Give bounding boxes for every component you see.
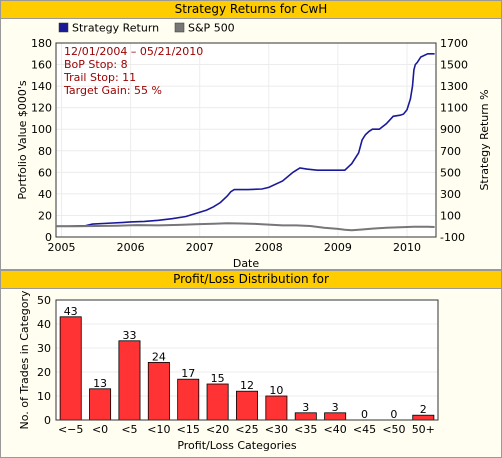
y2-tick-label: 900 xyxy=(440,123,461,136)
profit-loss-panel: Profit/Loss Distribution for 0 10 20 30 40 50… xyxy=(0,270,502,458)
series-line xyxy=(56,53,435,227)
x-tick-label: <10 xyxy=(147,423,170,436)
plot-area xyxy=(56,43,436,237)
profit-loss-chart: 0102030405043<−513<033<524<1017<1515<201… xyxy=(18,290,439,452)
x-tick-label: <40 xyxy=(324,423,347,436)
bar xyxy=(294,412,317,421)
x-tick-label: 2006 xyxy=(117,241,145,254)
x-tick-label: <15 xyxy=(177,423,200,436)
y-tick-label: 80 xyxy=(38,145,52,158)
y-tick-label: 50 xyxy=(37,294,51,307)
bar-value-label: 24 xyxy=(152,350,166,363)
chart-title: Profit/Loss Distribution for xyxy=(1,271,501,289)
legend-label: Strategy Return xyxy=(72,22,159,35)
bar xyxy=(89,388,112,421)
y-axis-label: No. of Trades in Category xyxy=(18,290,31,429)
y2-tick-label: 100 xyxy=(440,209,461,222)
bar-value-label: 13 xyxy=(93,377,107,390)
x-tick-label: 2009 xyxy=(324,241,352,254)
x-tick-label: 2008 xyxy=(255,241,283,254)
bar-value-label: 43 xyxy=(64,305,78,318)
series-line xyxy=(56,222,435,232)
x-tick-label: 2010 xyxy=(393,241,421,254)
bar xyxy=(324,412,347,421)
legend-swatch xyxy=(174,22,185,33)
x-axis-label: Profit/Loss Categories xyxy=(177,439,297,452)
y-tick-label: 30 xyxy=(37,342,51,355)
y-tick-label: 20 xyxy=(38,209,52,222)
x-tick-label: <25 xyxy=(235,423,258,436)
bar-value-label: 17 xyxy=(181,367,195,380)
bar xyxy=(147,362,170,421)
y-tick-label: 0 xyxy=(45,231,52,244)
y2-tick-label: -100 xyxy=(440,231,465,244)
plot-frame xyxy=(55,42,437,238)
y-tick-label: 40 xyxy=(38,188,52,201)
bar-value-label: 0 xyxy=(361,408,368,421)
y-tick-label: 20 xyxy=(37,366,51,379)
annotation-text: Target Gain: 55 % xyxy=(63,84,162,97)
x-tick-label: 50+ xyxy=(412,423,435,436)
y-tick-label: 160 xyxy=(31,59,52,72)
y2-tick-label: 500 xyxy=(440,166,461,179)
x-tick-label: 2007 xyxy=(186,241,214,254)
x-tick-label: <50 xyxy=(382,423,405,436)
y-tick-label: 100 xyxy=(31,123,52,136)
x-tick-label: <−5 xyxy=(58,423,83,436)
x-tick-label: <0 xyxy=(92,423,108,436)
bar xyxy=(236,390,258,421)
bar-value-label: 33 xyxy=(122,329,136,342)
y-tick-label: 10 xyxy=(37,390,51,403)
bar-value-label: 15 xyxy=(211,372,225,385)
y-tick-label: 60 xyxy=(38,166,52,179)
y-tick-label: 0 xyxy=(44,414,51,427)
plot-frame xyxy=(55,299,439,421)
x-tick-label: <45 xyxy=(353,423,376,436)
y-tick-label: 180 xyxy=(31,37,52,50)
x-tick-label: <30 xyxy=(265,423,288,436)
y-tick-label: 40 xyxy=(37,318,51,331)
x-tick-label: <20 xyxy=(206,423,229,436)
y-tick-label: 120 xyxy=(31,102,52,115)
y2-tick-label: 1700 xyxy=(440,37,468,50)
strategy-returns-panel: Strategy Returns for CwH Strategy Return… xyxy=(0,0,502,270)
bar-value-label: 10 xyxy=(269,384,283,397)
legend-label: S&P 500 xyxy=(188,22,235,35)
bar xyxy=(177,378,200,421)
annotation-text: 12/01/2004 – 05/21/2010 xyxy=(64,45,203,58)
bar-value-label: 12 xyxy=(240,379,254,392)
y2-axis-label: Strategy Return % xyxy=(478,89,491,190)
x-tick-label: <35 xyxy=(294,423,317,436)
bar xyxy=(206,383,229,421)
bar xyxy=(59,316,82,421)
y2-tick-label: 1100 xyxy=(440,102,468,115)
bar xyxy=(118,340,141,421)
x-tick-label: 2005 xyxy=(48,241,76,254)
bar-value-label: 3 xyxy=(302,401,309,414)
chart-title: Strategy Returns for CwH xyxy=(1,1,501,19)
bar-value-label: 3 xyxy=(332,401,339,414)
y2-tick-label: 1500 xyxy=(440,59,468,72)
y2-tick-label: 700 xyxy=(440,145,461,158)
annotation-text: BoP Stop: 8 xyxy=(64,58,128,71)
y-tick-label: 140 xyxy=(31,80,52,93)
bar-value-label: 0 xyxy=(390,408,397,421)
bar-value-label: 2 xyxy=(420,403,427,416)
bar xyxy=(265,395,288,421)
y-axis-label: Portfolio Value $000's xyxy=(16,80,29,199)
strategy-returns-chart: Strategy Return S&P 500 0 20 40 60 80 100 120 140… xyxy=(16,22,491,270)
y2-tick-label: 300 xyxy=(440,188,461,201)
x-axis-label: Date xyxy=(233,257,260,269)
x-tick-label: <5 xyxy=(121,423,137,436)
y2-tick-label: 1300 xyxy=(440,80,468,93)
legend-swatch xyxy=(58,22,69,33)
annotation-text: Trail Stop: 11 xyxy=(63,71,136,84)
